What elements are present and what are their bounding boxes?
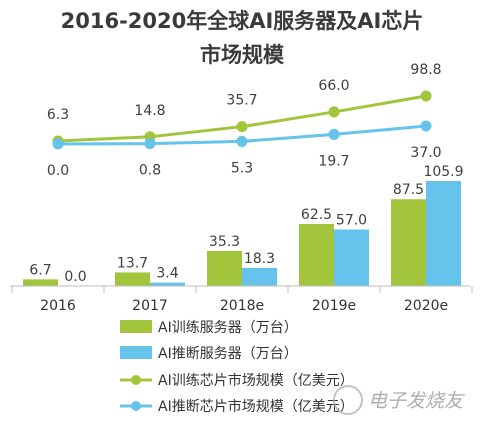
line-data-label: 0.0 [47, 163, 69, 179]
line-point [328, 128, 340, 140]
legend-item: AI训练服务器（万台） [120, 320, 298, 336]
x-tick-label: 2019e [312, 298, 356, 314]
x-axis: 2016 2017 2018e 2019e 2020e [10, 285, 473, 314]
line-series-2: 0.0 0.8 5.3 19.7 37.0 [47, 120, 442, 179]
bar-series-layer: 6.7 13.7 35.3 62.5 87.5 0.0 3.4 18.3 57.0 105.9 [23, 164, 464, 286]
legend: AI训练服务器（万台） AI推断服务器（万台） AI训练芯片市场规模（亿美元） AI推… [120, 320, 354, 415]
bar-data-label: 57.0 [336, 212, 367, 228]
legend-item: AI推断芯片市场规模（亿美元） [120, 398, 354, 415]
bar-data-label: 62.5 [301, 207, 332, 223]
bar [242, 267, 277, 286]
legend-item: AI训练芯片市场规模（亿美元） [120, 372, 354, 389]
line-point [236, 135, 248, 147]
bar-data-label: 105.9 [423, 164, 463, 180]
line-series-layer: 6.3 14.8 35.7 66.0 98.8 0.0 0.8 5.3 19.7 37.0 [47, 62, 442, 179]
line-data-label: 0.8 [139, 163, 161, 179]
bar-series-2: 0.0 3.4 18.3 57.0 105.9 [64, 164, 464, 286]
bar-data-label: 35.3 [209, 234, 240, 250]
line-series-1: 6.3 14.8 35.7 66.0 98.8 [47, 62, 442, 147]
line-point [236, 121, 248, 133]
watermark-text: 电子发烧友 [368, 390, 465, 412]
line-point [52, 138, 64, 150]
line-data-label: 37.0 [410, 145, 441, 161]
chart-title-line2: 市场规模 [200, 43, 285, 67]
legend-bar-swatch [120, 346, 152, 359]
chart-title-line1: 2016-2020年全球AI服务器及AI芯片 [61, 9, 424, 33]
bar-series-1: 6.7 13.7 35.3 62.5 87.5 [23, 182, 426, 286]
x-tick-label: 2017 [132, 298, 168, 314]
bar [207, 251, 242, 286]
bar [426, 181, 461, 286]
bar [299, 224, 334, 286]
line-point [420, 120, 432, 132]
legend-item: AI推断服务器（万台） [120, 346, 298, 362]
line-point [144, 138, 156, 150]
legend-marker [131, 401, 141, 411]
legend-label: AI推断芯片市场规模（亿美元） [158, 398, 354, 415]
line-data-label: 6.3 [47, 107, 69, 123]
bar [150, 282, 185, 286]
bar [23, 279, 58, 286]
bar-data-label: 0.0 [64, 269, 86, 285]
bar-data-label: 13.7 [117, 255, 148, 271]
x-tick-label: 2018e [220, 298, 264, 314]
legend-marker [131, 375, 141, 385]
x-tick-label: 2016 [40, 298, 76, 314]
bar [391, 199, 426, 286]
legend-label: AI推断服务器（万台） [158, 346, 298, 362]
bar-data-label: 18.3 [244, 251, 275, 267]
bar [334, 229, 369, 286]
bar-data-label: 87.5 [393, 182, 424, 198]
legend-label: AI训练服务器（万台） [158, 320, 298, 336]
legend-bar-swatch [120, 320, 152, 333]
line-data-label: 5.3 [231, 160, 253, 176]
line-data-label: 14.8 [134, 103, 165, 119]
line-data-label: 98.8 [410, 62, 441, 78]
watermark: 电子发烧友 [333, 385, 465, 415]
line-data-label: 19.7 [318, 153, 349, 169]
bar-data-label: 3.4 [156, 266, 178, 282]
bar-data-label: 6.7 [29, 262, 51, 278]
bar [115, 272, 150, 286]
x-tick-label: 2020e [404, 298, 448, 314]
line-point [420, 90, 432, 102]
line-data-label: 35.7 [226, 93, 257, 109]
line-point [328, 106, 340, 118]
watermark-logo-icon [333, 385, 363, 415]
line-data-label: 66.0 [318, 78, 349, 94]
legend-label: AI训练芯片市场规模（亿美元） [158, 372, 354, 389]
